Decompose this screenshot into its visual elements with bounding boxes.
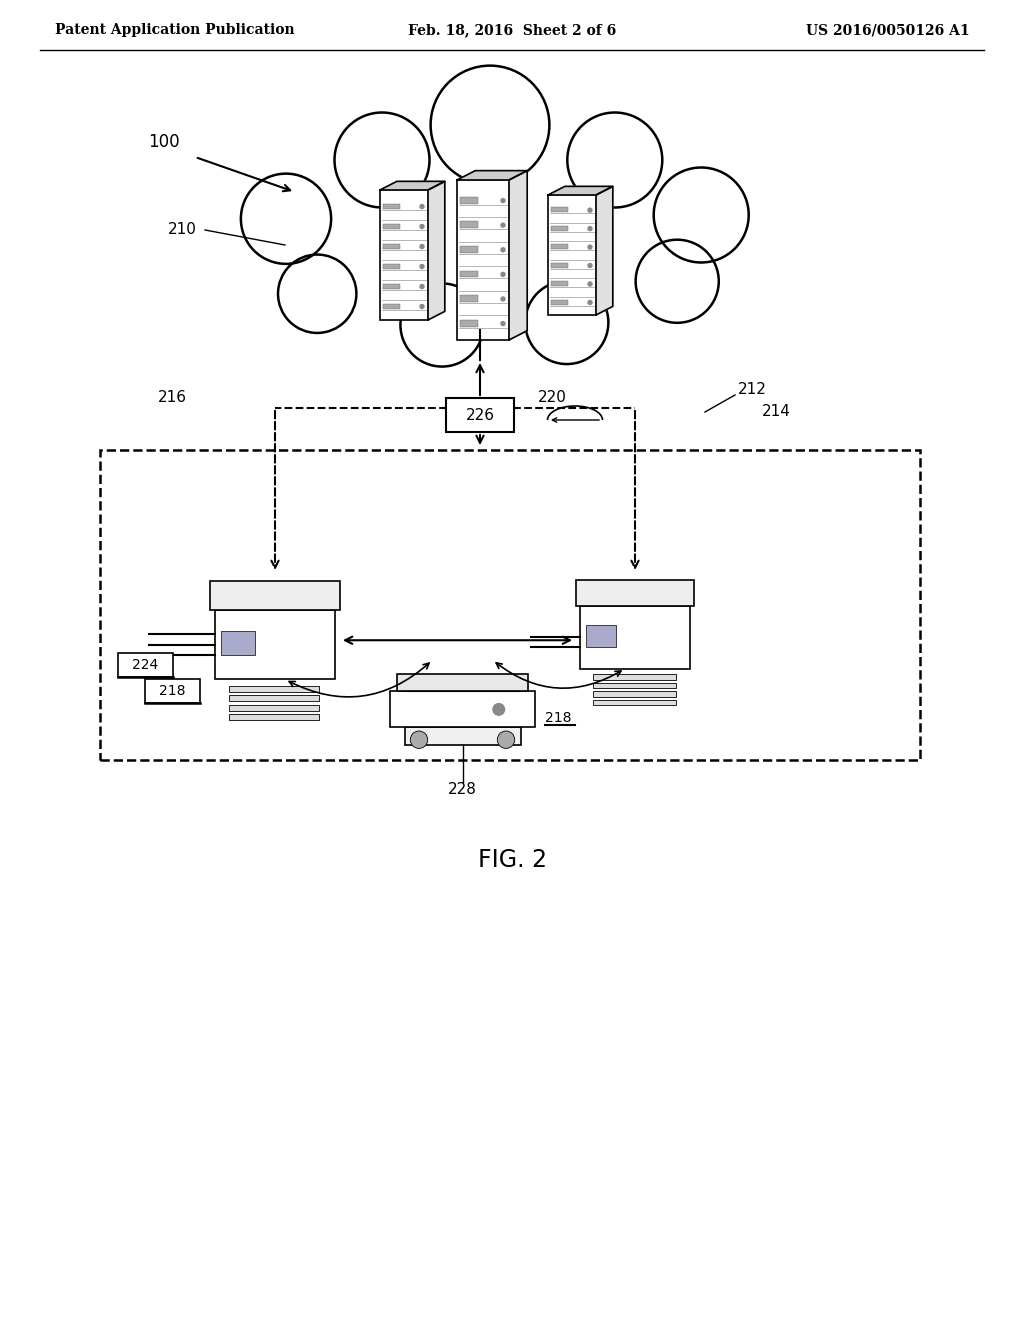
Bar <box>404 727 520 744</box>
Circle shape <box>501 297 505 301</box>
Text: Feb. 18, 2016  Sheet 2 of 6: Feb. 18, 2016 Sheet 2 of 6 <box>408 22 616 37</box>
Text: 220: 220 <box>538 391 567 405</box>
Circle shape <box>588 246 592 249</box>
Bar <box>580 606 690 669</box>
Bar <box>551 207 567 213</box>
Bar <box>575 581 694 606</box>
Polygon shape <box>380 181 444 190</box>
Bar <box>586 624 616 647</box>
Circle shape <box>588 282 592 286</box>
Bar <box>446 399 514 432</box>
Bar <box>460 319 478 326</box>
Bar <box>457 180 509 341</box>
Circle shape <box>420 285 424 289</box>
Circle shape <box>588 227 592 231</box>
Text: 214: 214 <box>762 404 791 420</box>
Circle shape <box>278 255 356 333</box>
Polygon shape <box>509 170 527 341</box>
Bar <box>229 686 319 692</box>
Circle shape <box>431 66 549 185</box>
Bar <box>383 203 399 209</box>
Text: 224: 224 <box>132 657 159 672</box>
Circle shape <box>501 272 505 276</box>
Text: 216: 216 <box>158 391 187 405</box>
Polygon shape <box>548 186 612 195</box>
Circle shape <box>588 209 592 213</box>
Circle shape <box>411 731 428 748</box>
Bar <box>383 264 399 269</box>
Text: US 2016/0050126 A1: US 2016/0050126 A1 <box>806 22 970 37</box>
Circle shape <box>588 264 592 268</box>
Bar <box>551 300 567 305</box>
Polygon shape <box>596 186 612 315</box>
Circle shape <box>498 731 515 748</box>
Text: 210: 210 <box>168 223 197 238</box>
Circle shape <box>335 112 429 207</box>
Text: 100: 100 <box>148 133 179 150</box>
Bar <box>383 243 399 249</box>
Bar <box>593 700 676 705</box>
Circle shape <box>241 174 331 264</box>
Bar <box>593 682 676 688</box>
Circle shape <box>588 301 592 305</box>
Circle shape <box>567 112 663 207</box>
Bar <box>460 296 478 302</box>
Circle shape <box>420 244 424 248</box>
Bar <box>460 197 478 203</box>
Bar <box>593 675 676 680</box>
Bar <box>215 610 335 680</box>
Bar <box>221 631 255 655</box>
Text: 212: 212 <box>738 383 767 397</box>
Bar <box>145 678 200 704</box>
Bar <box>460 271 478 277</box>
Bar <box>397 673 527 692</box>
Bar <box>551 244 567 249</box>
Circle shape <box>525 281 608 364</box>
Bar <box>383 223 399 228</box>
Text: 218: 218 <box>545 711 571 725</box>
Circle shape <box>653 168 749 263</box>
Bar <box>593 692 676 697</box>
Polygon shape <box>457 170 527 180</box>
Bar <box>380 190 428 319</box>
Circle shape <box>400 284 483 367</box>
FancyBboxPatch shape <box>100 450 920 760</box>
Bar <box>460 222 478 228</box>
Text: 228: 228 <box>449 783 477 797</box>
Text: 226: 226 <box>466 408 495 422</box>
Bar <box>229 705 319 710</box>
Bar <box>551 263 567 268</box>
Bar <box>229 696 319 701</box>
Text: FIG. 2: FIG. 2 <box>477 847 547 873</box>
Circle shape <box>493 704 505 715</box>
Bar <box>383 284 399 289</box>
Bar <box>383 304 399 309</box>
Circle shape <box>420 264 424 268</box>
Bar <box>551 226 567 231</box>
Bar <box>460 246 478 253</box>
Ellipse shape <box>310 176 670 325</box>
Polygon shape <box>428 181 444 319</box>
Circle shape <box>501 198 505 202</box>
Bar <box>210 581 340 610</box>
Circle shape <box>636 240 719 323</box>
Circle shape <box>420 224 424 228</box>
Circle shape <box>420 305 424 309</box>
Circle shape <box>420 205 424 209</box>
Bar <box>390 692 535 727</box>
Bar <box>548 195 596 315</box>
Circle shape <box>501 322 505 326</box>
Bar <box>118 653 173 677</box>
Bar <box>229 714 319 719</box>
Circle shape <box>501 223 505 227</box>
Bar <box>551 281 567 286</box>
Circle shape <box>501 248 505 252</box>
Text: Patent Application Publication: Patent Application Publication <box>55 22 295 37</box>
Text: 218: 218 <box>160 684 185 698</box>
